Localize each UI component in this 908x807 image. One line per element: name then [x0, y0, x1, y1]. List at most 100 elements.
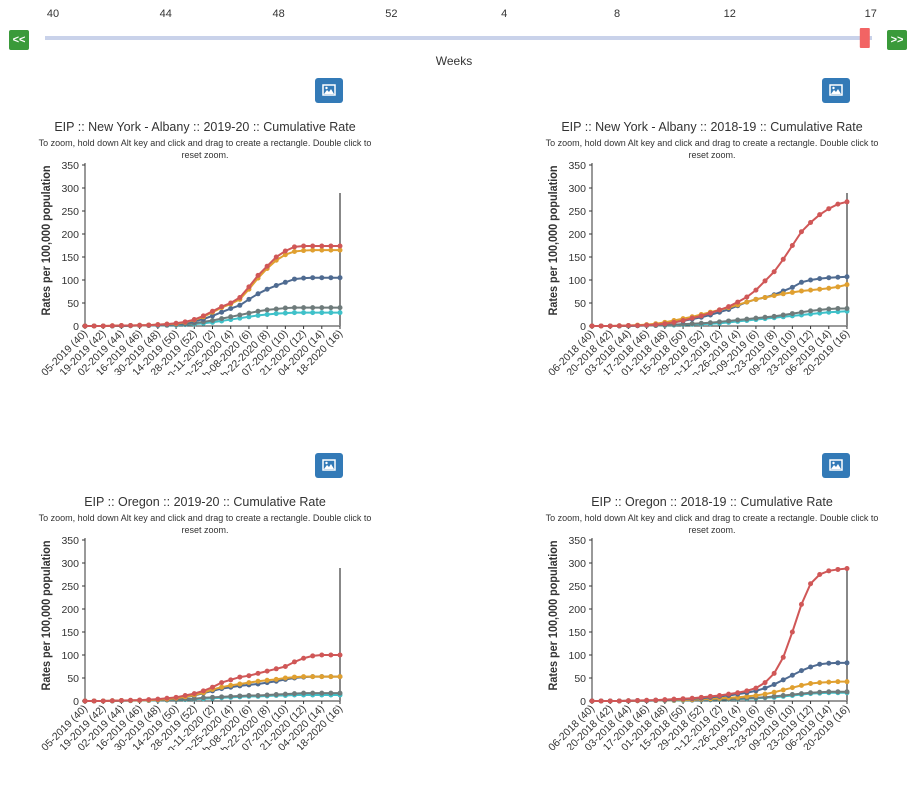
data-point: [635, 698, 641, 704]
data-point: [246, 692, 252, 698]
data-point: [817, 212, 823, 218]
data-point: [808, 681, 814, 687]
data-point: [789, 311, 795, 317]
data-point: [319, 690, 325, 696]
slider-tick-label: 48: [272, 8, 284, 20]
export-image-button[interactable]: [315, 453, 343, 478]
data-point: [337, 310, 343, 316]
export-image-button[interactable]: [315, 78, 343, 103]
data-point: [228, 300, 234, 306]
data-point: [771, 313, 777, 319]
data-point: [844, 660, 850, 666]
data-point: [780, 654, 786, 660]
data-point: [844, 689, 850, 695]
data-point: [310, 305, 316, 311]
data-point: [291, 305, 297, 311]
prev-button[interactable]: <<: [9, 30, 29, 50]
data-point: [210, 317, 215, 323]
data-point: [146, 697, 152, 703]
data-point: [237, 302, 243, 308]
data-point: [662, 321, 668, 327]
y-tick-label: 200: [61, 604, 79, 616]
chart: 0 50 100 150 200 250 300 350 Rates per 100,000 p…: [532, 160, 852, 375]
slider-tick-label: 44: [160, 8, 172, 20]
y-tick-label: 100: [568, 650, 586, 662]
data-point: [726, 691, 732, 697]
next-button[interactable]: >>: [887, 30, 907, 50]
data-point: [200, 688, 206, 694]
export-image-button[interactable]: [822, 78, 850, 103]
slider-handle[interactable]: [859, 28, 870, 48]
y-tick-label: 50: [67, 298, 79, 310]
data-point: [100, 698, 106, 704]
y-tick-label: 250: [61, 206, 79, 218]
data-point: [726, 304, 732, 310]
export-image-button[interactable]: [822, 453, 850, 478]
data-point: [835, 284, 841, 290]
slider-label: Weeks: [435, 54, 473, 68]
data-point: [246, 310, 252, 316]
data-point: [835, 679, 841, 685]
data-point: [237, 681, 243, 687]
data-point: [219, 304, 225, 310]
data-point: [319, 247, 325, 253]
chart-panel: EIP :: Oregon :: 2018-19 :: Cumulative R…: [507, 375, 908, 750]
data-point: [328, 275, 334, 281]
data-point: [771, 269, 777, 275]
data-point: [210, 684, 215, 690]
data-point: [644, 322, 650, 328]
data-point: [301, 655, 307, 661]
data-point: [808, 220, 814, 225]
y-tick-label: 50: [574, 673, 586, 685]
data-point: [237, 674, 243, 680]
data-point: [337, 690, 343, 696]
data-point: [753, 692, 759, 698]
data-point: [762, 314, 768, 320]
data-point: [817, 689, 823, 695]
slider-tick-label: 17: [865, 8, 877, 20]
data-point: [246, 314, 252, 320]
data-point: [118, 698, 124, 704]
data-point: [328, 243, 334, 249]
data-point: [598, 698, 604, 704]
data-point: [273, 676, 279, 682]
y-tick-label: 250: [568, 581, 586, 593]
data-point: [301, 690, 307, 696]
data-point: [146, 322, 152, 328]
data-point: [291, 674, 297, 680]
y-axis-title: Rates per 100,000 population: [39, 166, 53, 316]
data-point: [689, 321, 695, 327]
data-point: [273, 254, 279, 260]
chart-subtitle: To zoom, hold down Alt key and click and…: [545, 138, 879, 160]
data-point: [255, 272, 261, 278]
data-point: [717, 307, 722, 313]
data-point: [255, 291, 261, 297]
data-point: [291, 276, 297, 282]
data-point: [246, 680, 252, 686]
data-point: [826, 660, 832, 666]
data-point: [264, 668, 270, 674]
data-point: [789, 672, 795, 678]
data-point: [200, 695, 206, 701]
data-point: [762, 691, 768, 697]
data-point: [808, 581, 814, 587]
data-point: [625, 323, 631, 329]
data-point: [282, 675, 288, 681]
data-point: [91, 698, 97, 704]
data-point: [319, 652, 325, 658]
data-point: [835, 274, 841, 280]
data-point: [291, 691, 297, 697]
data-point: [328, 690, 334, 696]
data-point: [671, 696, 677, 702]
data-point: [662, 697, 668, 703]
data-point: [780, 256, 786, 262]
data-point: [237, 294, 243, 300]
data-point: [808, 277, 814, 283]
data-point: [680, 696, 686, 702]
data-point: [255, 670, 261, 676]
data-point: [780, 687, 786, 693]
data-point: [328, 310, 334, 316]
data-point: [228, 314, 234, 320]
data-point: [835, 689, 841, 695]
y-tick-label: 50: [67, 673, 79, 685]
